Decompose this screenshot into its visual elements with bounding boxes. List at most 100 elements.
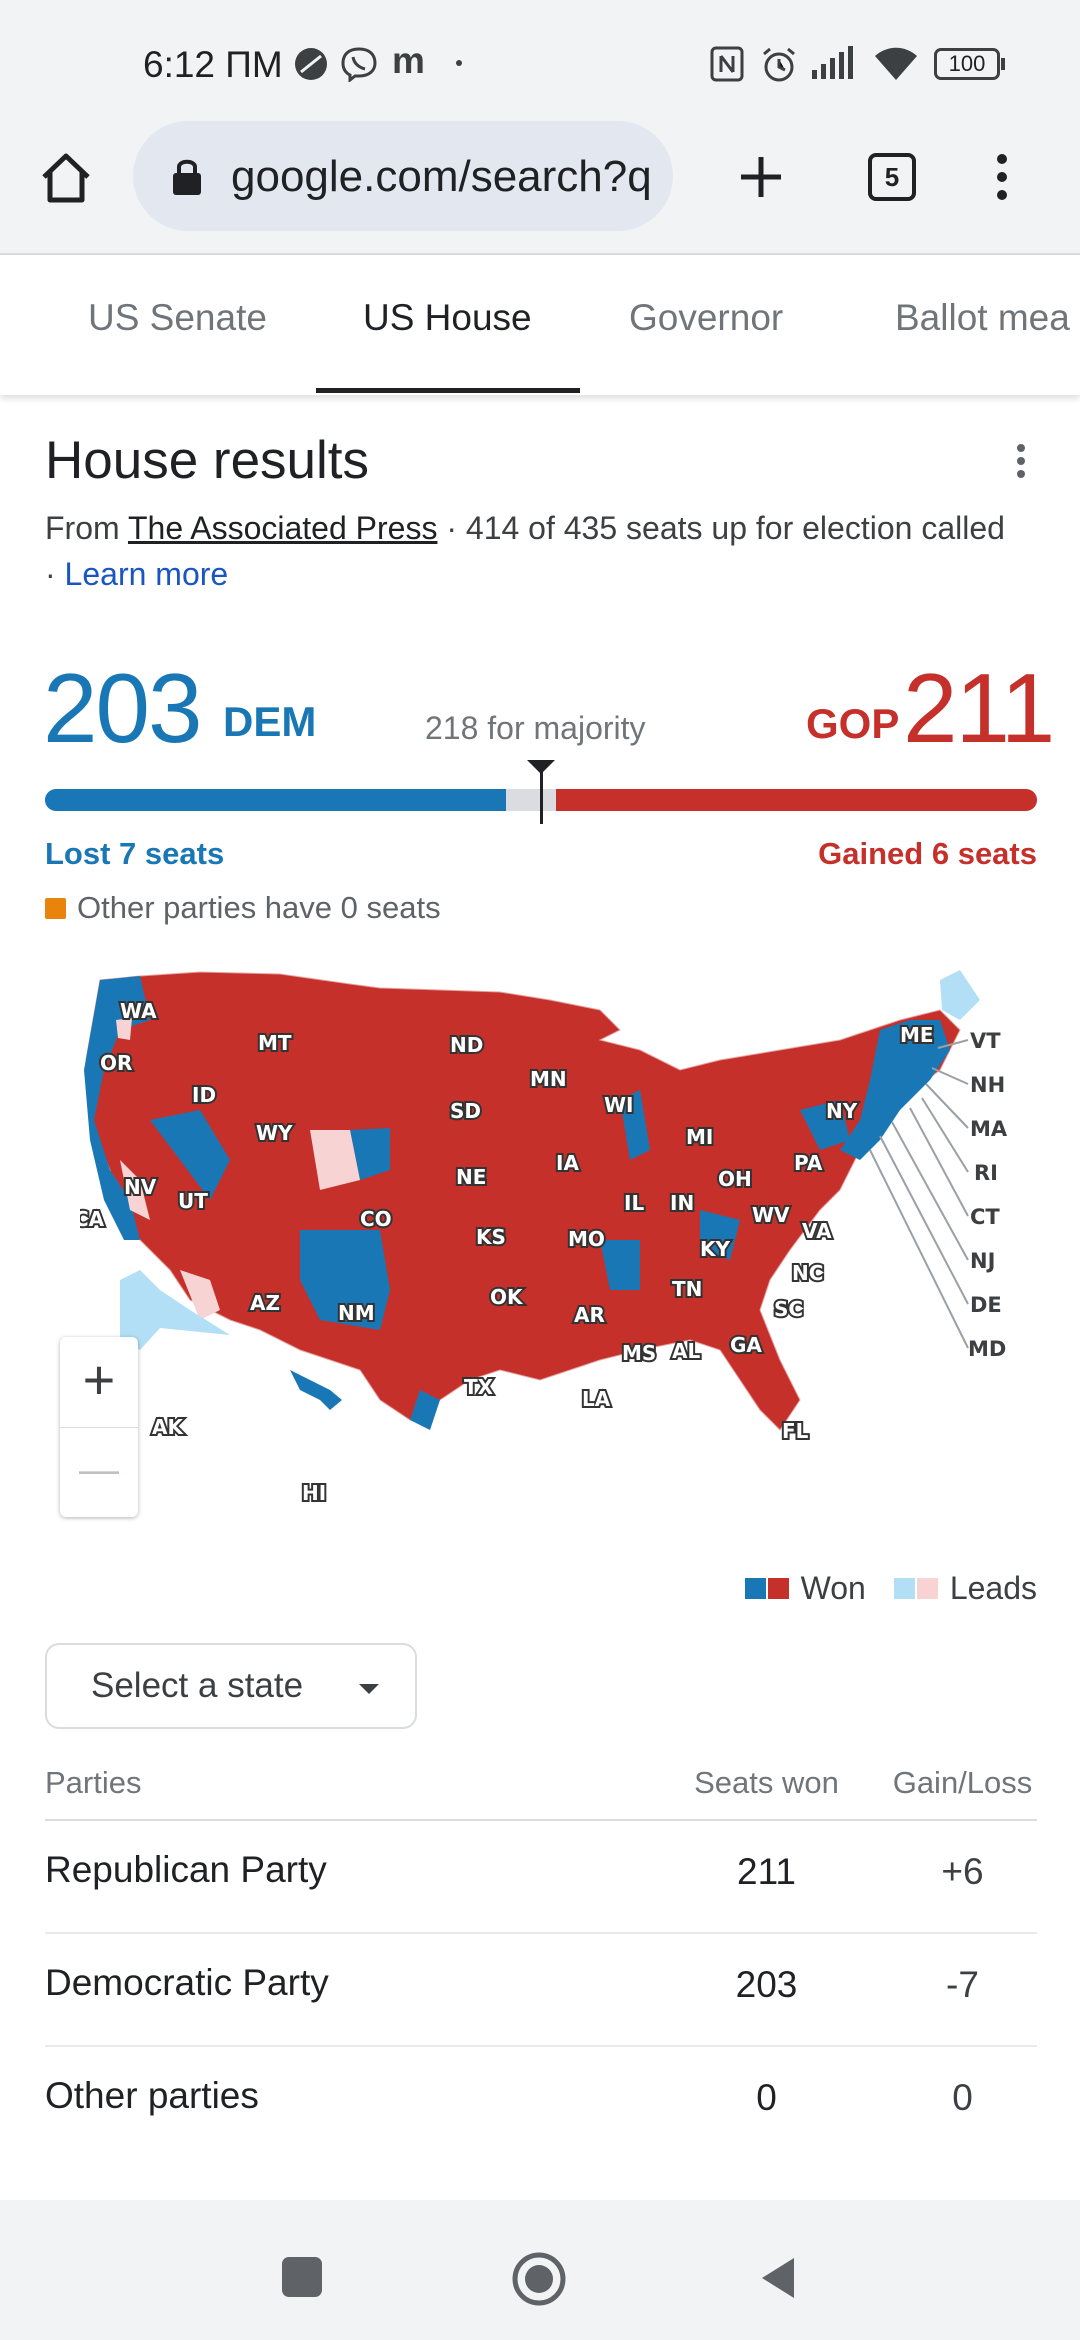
status-time: 6:12 ПМ xyxy=(143,44,283,85)
state-label-ok: OK xyxy=(490,1285,524,1309)
other-party-text: Other parties have 0 seats xyxy=(77,890,441,925)
ne-label-ri: RI xyxy=(974,1161,998,1185)
state-label-fl: FL xyxy=(782,1419,809,1443)
zoom-in-button[interactable]: + xyxy=(82,1348,116,1411)
lock-icon xyxy=(173,159,201,195)
legend-won: Won xyxy=(800,1570,866,1606)
address-bar[interactable]: google.com/search?q xyxy=(133,121,673,231)
seats-won: 203 xyxy=(735,1964,798,2005)
state-label-ky: KY xyxy=(700,1237,730,1261)
tab-us-house[interactable]: US House xyxy=(363,297,532,338)
page-title: House results xyxy=(45,431,370,490)
leader-md xyxy=(869,1149,969,1349)
majority-marker-arrow xyxy=(527,760,555,774)
majority-text: 218 for majority xyxy=(425,710,646,746)
zoom-divider xyxy=(60,1427,138,1428)
map-georgia-dem xyxy=(700,1210,740,1260)
state-label-nv: NV xyxy=(124,1175,157,1199)
map-arizona-lead xyxy=(180,1270,220,1320)
wifi-icon xyxy=(875,47,917,80)
header-seats-won: Seats won xyxy=(694,1765,839,1800)
legend-dem-won-swatch xyxy=(744,1578,766,1599)
new-tab-icon[interactable] xyxy=(737,153,785,201)
state-label-wy: WY xyxy=(256,1121,293,1145)
state-label-ia: IA xyxy=(556,1151,579,1175)
gop-seat-count: 211 xyxy=(903,653,1055,763)
back-nav-button[interactable] xyxy=(756,2254,798,2302)
state-label-va: VA xyxy=(802,1219,832,1243)
legend-dem-leads-swatch xyxy=(893,1578,915,1599)
tab-count: 5 xyxy=(884,162,900,192)
map-hawaii xyxy=(290,1370,342,1410)
state-label-hi: HI xyxy=(302,1481,326,1505)
signal-icon xyxy=(812,46,853,79)
state-label-ca: CA xyxy=(80,1207,105,1231)
tab-governor[interactable]: Governor xyxy=(629,297,784,338)
url-text: google.com/search?q xyxy=(231,152,652,201)
nfc-icon xyxy=(710,46,744,82)
party-name: Democratic Party xyxy=(45,1962,329,2003)
moon-icon xyxy=(295,48,327,80)
state-label-la: LA xyxy=(582,1387,611,1411)
header-parties: Parties xyxy=(45,1765,142,1800)
state-label-nm: NM xyxy=(338,1301,375,1325)
home-icon[interactable] xyxy=(38,150,94,206)
map-texas-dem xyxy=(410,1390,440,1430)
notification-dot-icon xyxy=(456,60,462,66)
state-label-or: OR xyxy=(100,1051,132,1075)
legend-leads: Leads xyxy=(949,1570,1037,1606)
state-label-ak: AK xyxy=(152,1415,184,1439)
state-label-al: AL xyxy=(672,1339,700,1363)
state-label-co: CO xyxy=(360,1207,392,1231)
system-nav-bar xyxy=(0,2212,1080,2340)
gain-loss: -7 xyxy=(946,1964,979,2005)
state-label-ny: NY xyxy=(826,1099,858,1123)
table-row: Other parties 0 0 xyxy=(45,2047,1037,2160)
state-label-tn: TN xyxy=(672,1277,702,1301)
tab-switcher-button[interactable]: 5 xyxy=(868,153,916,201)
state-select-dropdown[interactable]: Select a state xyxy=(45,1643,417,1729)
m-app-icon: m xyxy=(392,40,425,81)
active-tab-indicator xyxy=(316,388,580,393)
learn-more-link[interactable]: Learn more xyxy=(64,556,229,592)
gop-bar-fill xyxy=(556,789,1037,811)
state-label-sd: SD xyxy=(450,1099,481,1123)
state-label-ks: KS xyxy=(476,1225,506,1249)
ne-label-md: MD xyxy=(968,1337,1006,1361)
menu-icon[interactable] xyxy=(996,153,1008,201)
home-nav-button[interactable] xyxy=(510,2250,568,2308)
map-landmass xyxy=(85,971,961,1431)
leader-de xyxy=(879,1135,969,1305)
dem-bar-fill xyxy=(45,789,506,811)
recents-button[interactable] xyxy=(282,2257,322,2297)
more-options-icon[interactable] xyxy=(1010,440,1032,484)
house-results-map[interactable]: WA OR CA NV ID MT WY UT CO AZ NM ND SD N… xyxy=(80,960,1040,1520)
state-label-wa: WA xyxy=(120,999,157,1023)
tab-ballot-measures[interactable]: Ballot mea xyxy=(895,297,1070,338)
ne-label-nj: NJ xyxy=(970,1249,995,1273)
ne-label-de: DE xyxy=(970,1293,1002,1317)
state-select-label: Select a state xyxy=(91,1666,304,1705)
map-legend: Won Leads xyxy=(744,1570,1037,1607)
other-party-swatch xyxy=(45,898,66,919)
state-label-ms: MS xyxy=(622,1341,656,1365)
seats-won: 211 xyxy=(737,1851,796,1892)
zoom-out-button[interactable]: — xyxy=(79,1448,119,1492)
dem-seat-count: 203 xyxy=(43,653,203,763)
leader-nh xyxy=(931,1067,969,1085)
tab-us-senate[interactable]: US Senate xyxy=(88,297,267,338)
state-label-mt: MT xyxy=(258,1031,292,1055)
map-west-coast-dem xyxy=(84,976,150,1240)
map-nevada-dem xyxy=(150,1110,230,1200)
ne-label-ma: MA xyxy=(970,1117,1008,1141)
map-colorado-dem xyxy=(350,1128,390,1180)
gop-label: GOP xyxy=(806,700,900,747)
ap-link[interactable]: The Associated Press xyxy=(127,510,438,546)
table-row: Democratic Party 203 -7 xyxy=(45,1934,1037,2047)
majority-marker xyxy=(540,768,543,824)
state-label-ar: AR xyxy=(574,1303,605,1327)
browser-toolbar: google.com/search?q 5 xyxy=(0,120,1080,255)
header-gain-loss: Gain/Loss xyxy=(892,1765,1033,1800)
source-line: From The Associated Press · 414 of 435 s… xyxy=(45,510,1005,592)
leader-ma xyxy=(925,1083,969,1129)
